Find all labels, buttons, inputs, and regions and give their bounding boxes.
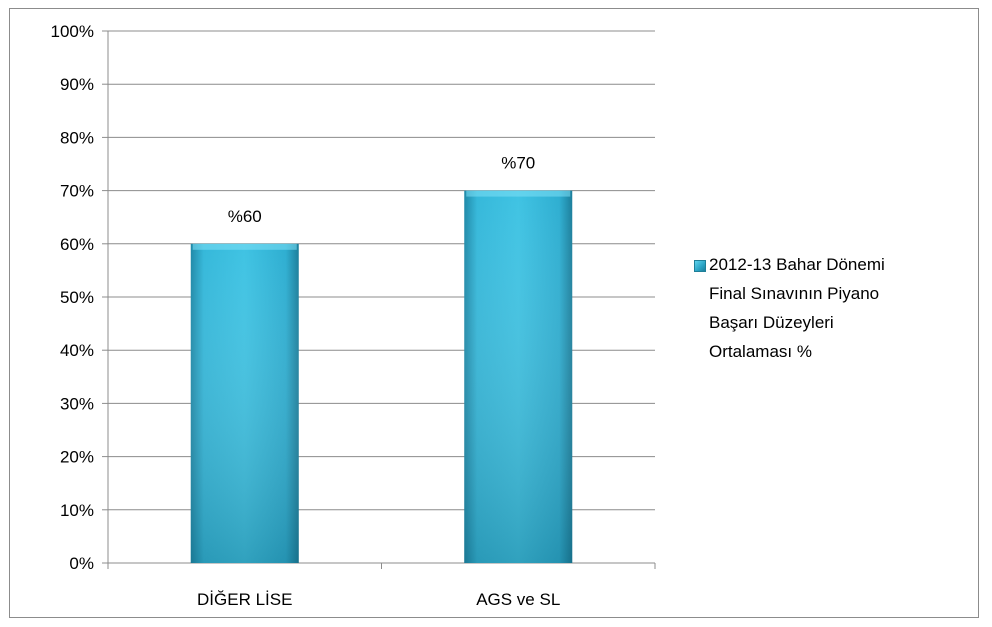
y-tick-label: 70% xyxy=(60,182,94,201)
x-category-label: AGS ve SL xyxy=(476,590,560,609)
legend-label: 2012-13 Bahar Dönemi Final Sınavının Piy… xyxy=(709,255,885,361)
y-tick-label: 20% xyxy=(60,448,94,467)
labels: 0% 10% 20% 30% 40% 50% 60% 70% 80% 90% 100% %60 DİĞE… xyxy=(51,22,561,609)
data-label: %60 xyxy=(228,207,262,226)
bar-highlight xyxy=(466,190,571,197)
bar-shade xyxy=(190,243,299,564)
data-label: %70 xyxy=(501,154,535,173)
bars xyxy=(190,190,573,564)
gridlines xyxy=(108,30,655,511)
bar-highlight xyxy=(192,243,297,250)
y-tick-label: 30% xyxy=(60,394,94,413)
x-category-label: DİĞER LİSE xyxy=(197,590,292,609)
bar-shade xyxy=(464,190,573,563)
legend-swatch-icon xyxy=(694,260,706,272)
y-tick-label: 40% xyxy=(60,341,94,360)
legend: 2012-13 Bahar Dönemi Final Sınavının Piy… xyxy=(694,254,984,366)
y-tick-label: 50% xyxy=(60,288,94,307)
y-tick-label: 10% xyxy=(60,501,94,520)
y-tick-label: 90% xyxy=(60,75,94,94)
y-tick-label: 80% xyxy=(60,128,94,147)
y-tick-label: 100% xyxy=(51,22,94,41)
legend-item: 2012-13 Bahar Dönemi Final Sınavının Piy… xyxy=(694,254,984,366)
y-tick-label: 60% xyxy=(60,235,94,254)
y-tick-label: 0% xyxy=(69,554,94,573)
